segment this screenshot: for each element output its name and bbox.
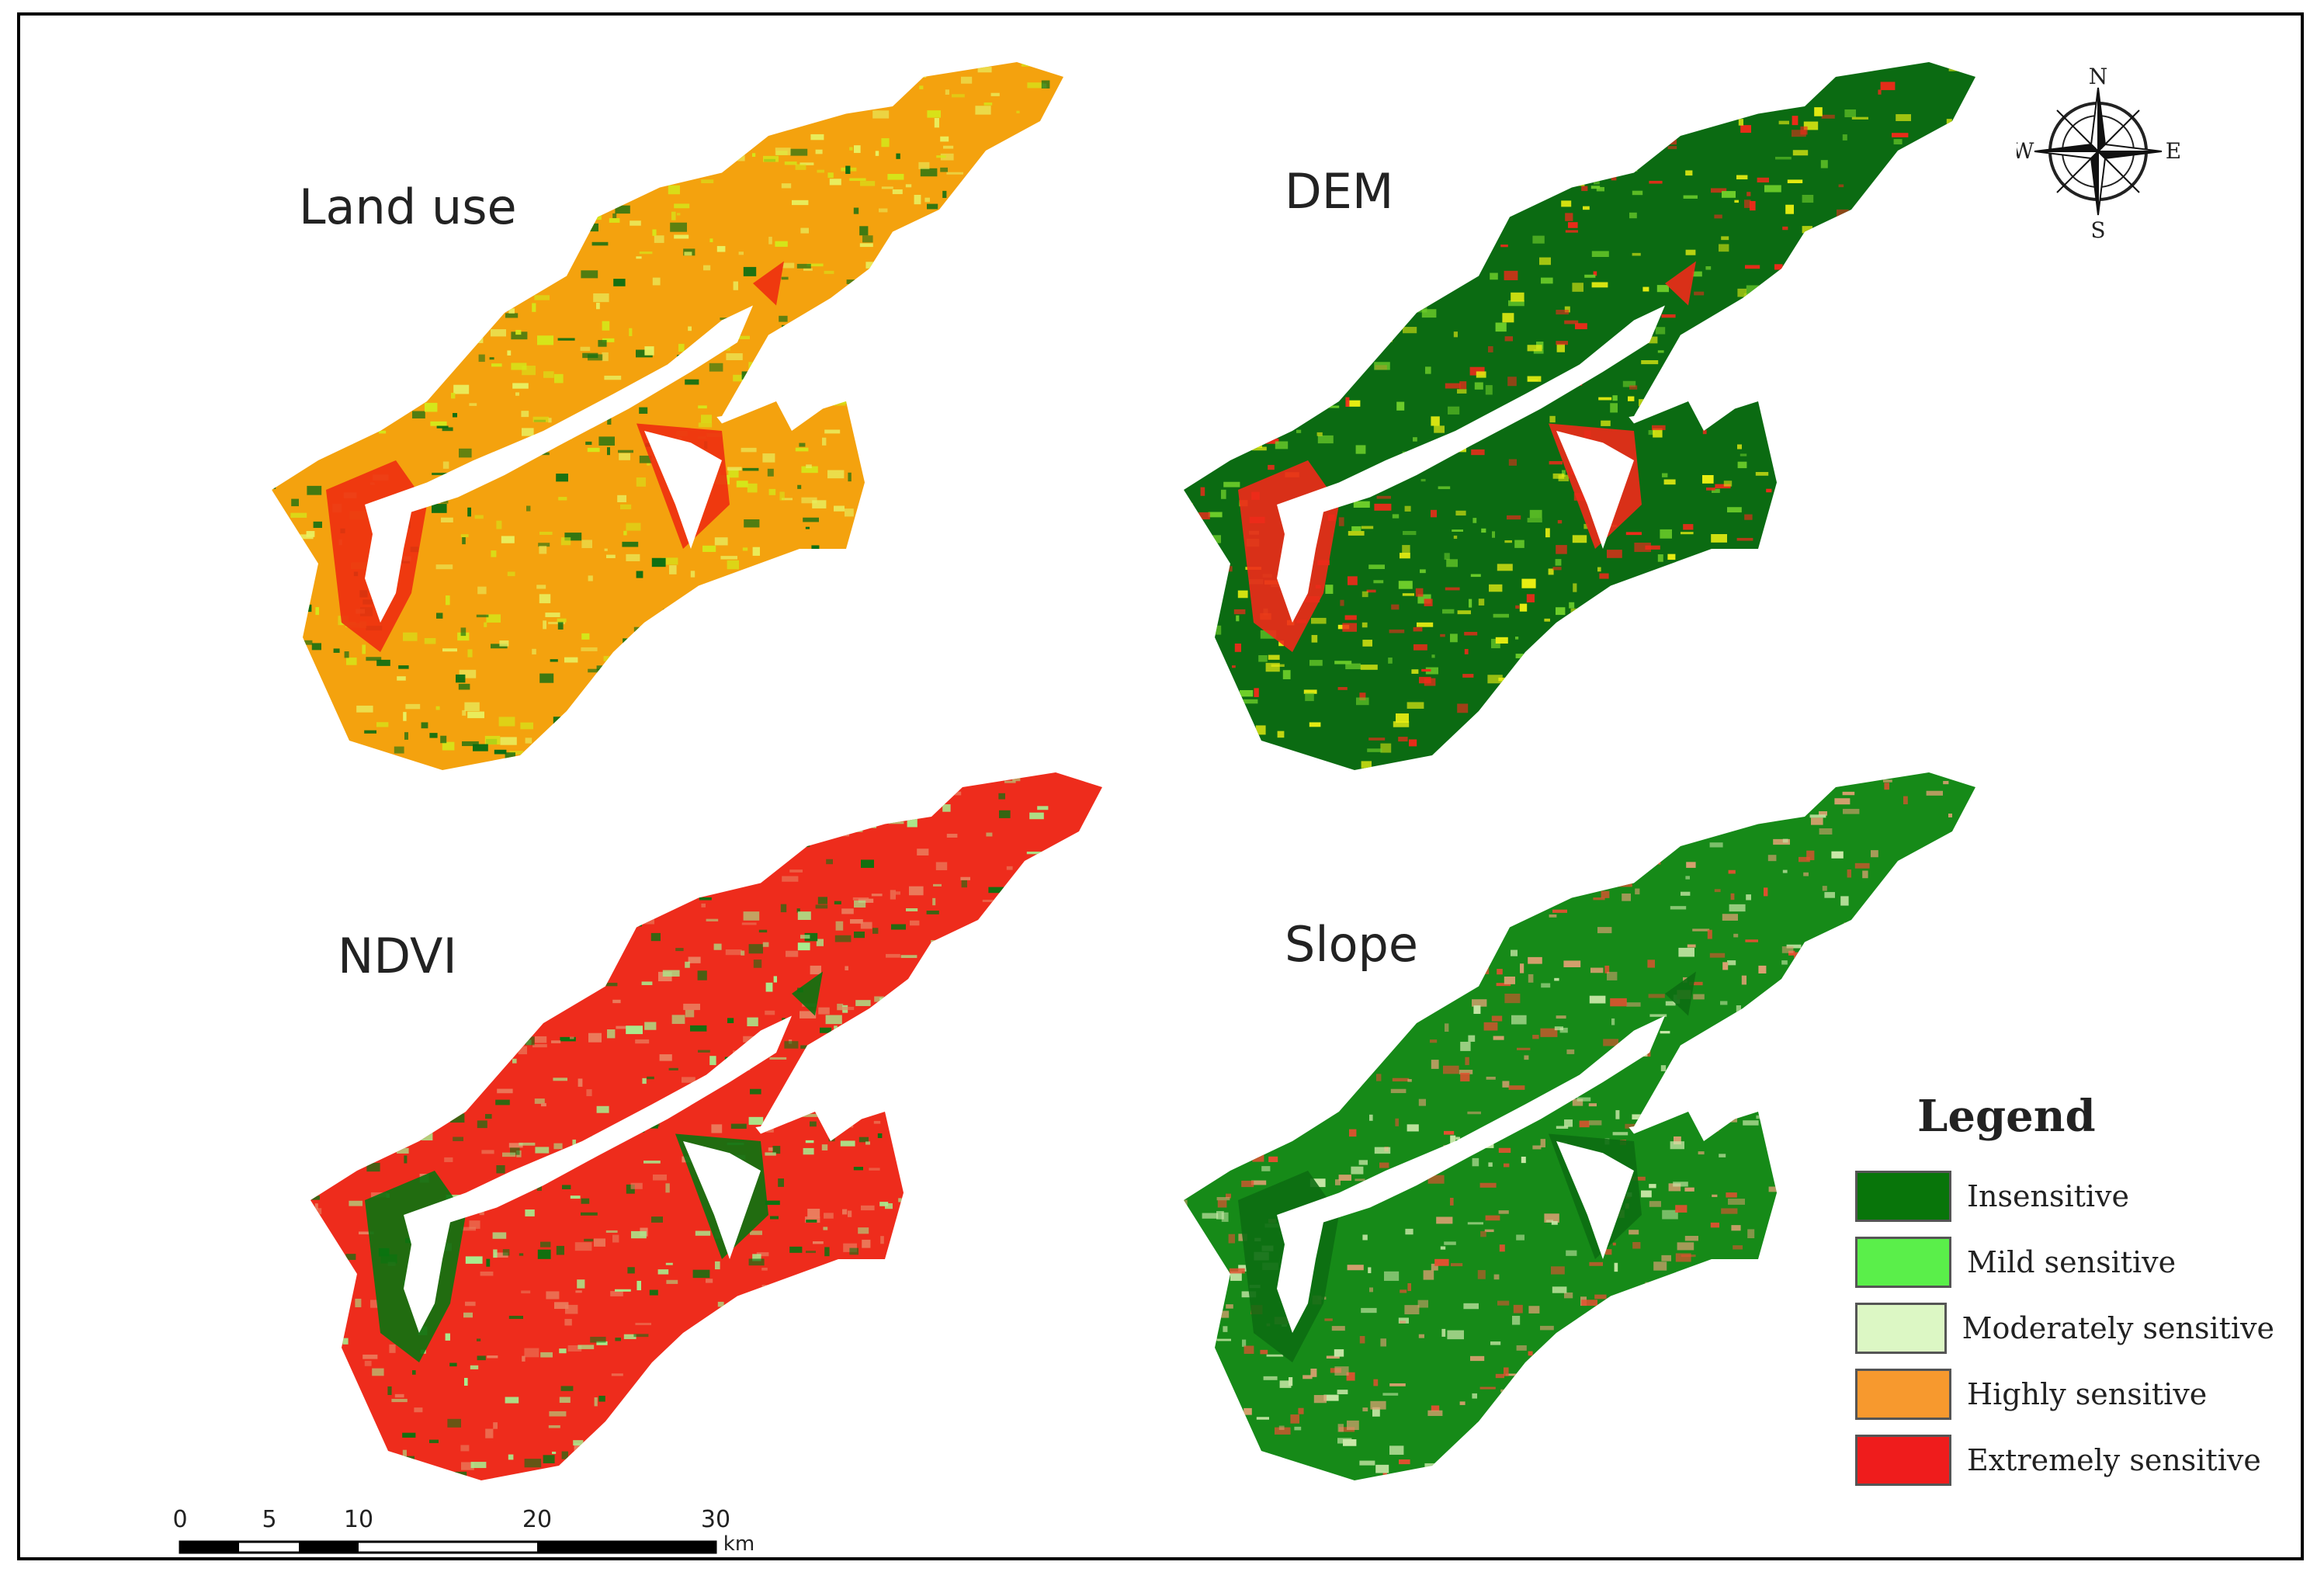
land-use-title: Land use — [299, 179, 517, 235]
legend-label: Highly sensitive — [1967, 1377, 2208, 1411]
river-channel — [1556, 431, 1634, 550]
map-frame — [17, 12, 2304, 1560]
legend: Legend Insensitive Mild sensitive Modera… — [1855, 1091, 2274, 1498]
compass-rose-icon: N S E W — [2012, 64, 2182, 243]
river-channel — [1277, 1015, 1665, 1333]
scale-tick-label: 20 — [522, 1506, 553, 1533]
scale-tick-label: 30 — [700, 1506, 731, 1533]
dem-title: DEM — [1285, 163, 1394, 220]
scale-tick-label: 10 — [343, 1506, 374, 1533]
legend-swatch — [1855, 1369, 1951, 1420]
compass-e-label: E — [2166, 138, 2180, 164]
river-channel — [365, 305, 753, 623]
scale-unit-label: km — [723, 1532, 755, 1556]
land-use-region — [272, 62, 1063, 771]
scale-bar-graphic — [179, 1540, 717, 1554]
compass-s-label: S — [2090, 217, 2105, 241]
slope-title: Slope — [1285, 916, 1419, 973]
north-arrow-compass: N S E W — [2012, 62, 2182, 243]
compass-n-label: N — [2089, 64, 2108, 89]
legend-swatch — [1855, 1171, 1951, 1222]
study-area-region — [310, 772, 1102, 1480]
legend-item: Mild sensitive — [1855, 1234, 2274, 1290]
legend-title: Legend — [1917, 1091, 2096, 1142]
river-channel — [683, 1141, 761, 1259]
legend-item: Extremely sensitive — [1855, 1432, 2274, 1488]
river-channel — [1556, 1141, 1634, 1259]
river-channel — [404, 1015, 792, 1333]
compass-w-label: W — [2017, 138, 2034, 164]
legend-label: Insensitive — [1967, 1179, 2129, 1213]
legend-swatch — [1855, 1303, 1947, 1354]
ndvi-title: NDVI — [338, 928, 457, 984]
scale-tick-label: 5 — [262, 1506, 277, 1533]
legend-item: Insensitive — [1855, 1168, 2274, 1224]
legend-label: Moderately sensitive — [1962, 1311, 2274, 1345]
ndvi-region — [310, 772, 1102, 1481]
river-channel — [1277, 305, 1665, 623]
legend-swatch — [1855, 1435, 1951, 1486]
dem-region — [1184, 62, 1975, 771]
study-area-region — [1184, 62, 1975, 771]
legend-item: Moderately sensitive — [1855, 1300, 2274, 1356]
scale-bar: 0 5 10 20 30 km — [171, 1506, 761, 1560]
river-channel — [644, 431, 722, 550]
slope-region — [1184, 772, 1975, 1481]
legend-item: Highly sensitive — [1855, 1366, 2274, 1422]
scale-tick-label: 0 — [172, 1506, 188, 1533]
legend-label: Extremely sensitive — [1967, 1443, 2261, 1477]
legend-label: Mild sensitive — [1967, 1245, 2177, 1279]
legend-swatch — [1855, 1237, 1951, 1288]
